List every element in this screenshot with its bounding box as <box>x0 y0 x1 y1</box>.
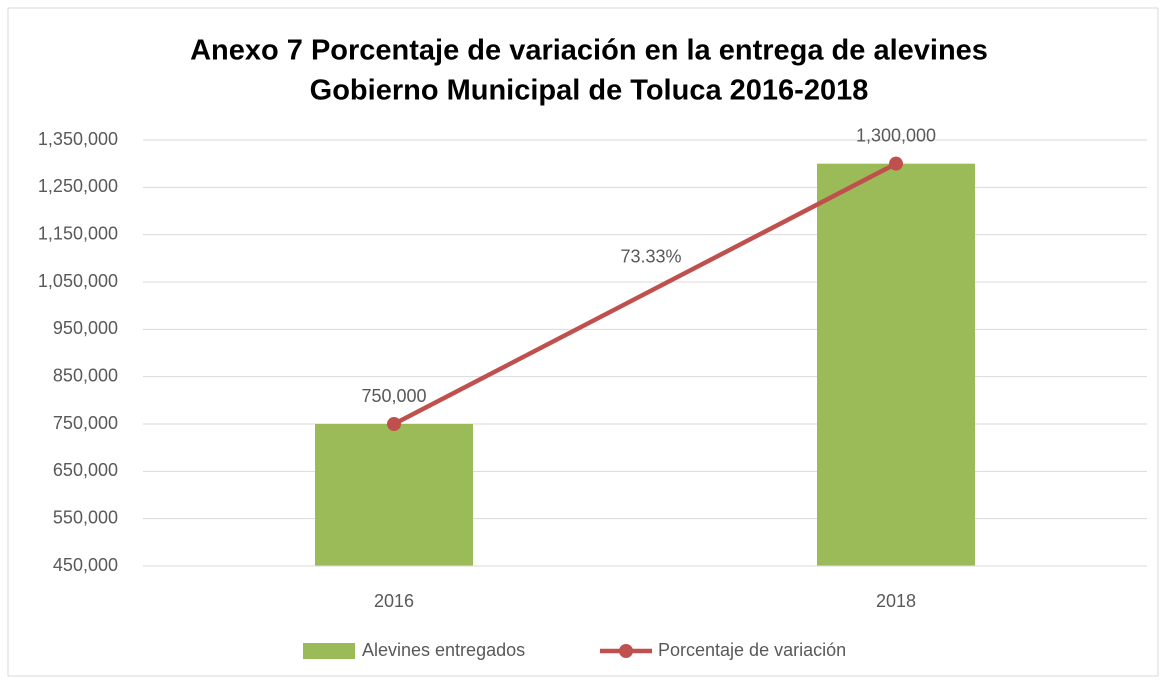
y-tick-label: 650,000 <box>53 460 118 480</box>
chart-title: Gobierno Municipal de Toluca 2016-2018 <box>310 75 869 107</box>
legend-swatch <box>303 643 355 659</box>
chart-border <box>7 7 1159 677</box>
data-label: 1,300,000 <box>856 125 936 145</box>
x-tick-label: 2016 <box>374 591 414 611</box>
line-marker <box>889 156 903 171</box>
y-tick-label: 1,150,000 <box>38 223 118 243</box>
data-label: 750,000 <box>361 386 426 406</box>
line-marker <box>387 417 401 431</box>
line <box>391 161 899 427</box>
bar <box>315 424 473 566</box>
x-tick-label: 2018 <box>876 591 916 611</box>
y-tick-label: 850,000 <box>53 365 118 385</box>
annotation: 73.33% <box>620 247 681 267</box>
y-tick-label: 1,250,000 <box>38 176 118 196</box>
y-tick-label: 950,000 <box>53 318 118 338</box>
legend-swatch <box>619 644 633 658</box>
legend-label: Alevines entregados <box>362 640 525 660</box>
legend-label: Porcentaje de variación <box>658 640 846 660</box>
bar <box>817 163 975 566</box>
y-tick-label: 550,000 <box>53 507 118 527</box>
y-tick-label: 450,000 <box>53 555 118 575</box>
y-tick-label: 1,350,000 <box>38 129 118 149</box>
y-tick-label: 750,000 <box>53 413 118 433</box>
y-tick-label: 1,050,000 <box>38 271 118 291</box>
chart-title: Anexo 7 Porcentaje de variación en la en… <box>190 35 988 67</box>
